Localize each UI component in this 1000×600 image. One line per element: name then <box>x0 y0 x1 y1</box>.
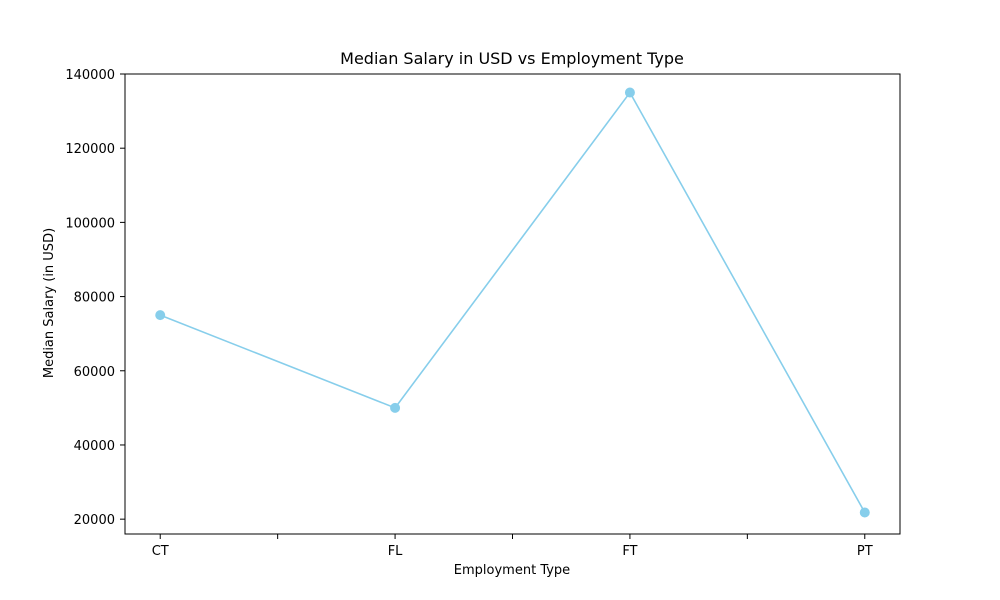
ticks-layer: 20000 40000 60000 80000 100000 120000 140000 CT… <box>65 68 872 559</box>
x-axis-label: Employment Type <box>454 563 570 578</box>
data-point-pt <box>859 507 870 518</box>
y-axis-label: Median Salary (in USD) <box>42 228 57 378</box>
salary-series-line <box>159 91 866 514</box>
x-tick-label: FL <box>388 544 403 559</box>
data-point-fl <box>390 402 401 413</box>
plot-frame <box>124 73 901 535</box>
x-tick-label: PT <box>857 544 873 559</box>
series-layer <box>155 87 870 518</box>
y-tick-label: 20000 <box>74 513 115 528</box>
y-tick-label: 120000 <box>65 142 115 157</box>
data-point-ct <box>155 310 166 321</box>
axes-layer <box>124 73 901 535</box>
y-tick-label: 100000 <box>65 216 115 231</box>
data-point-ft <box>624 87 635 98</box>
chart-title: Median Salary in USD vs Employment Type <box>340 49 684 68</box>
y-tick-label: 80000 <box>74 291 115 306</box>
x-tick-label: CT <box>152 544 169 559</box>
y-tick-label: 140000 <box>65 68 115 83</box>
y-tick-label: 40000 <box>74 439 115 454</box>
y-tick-label: 60000 <box>74 365 115 380</box>
x-tick-label: FT <box>622 544 637 559</box>
